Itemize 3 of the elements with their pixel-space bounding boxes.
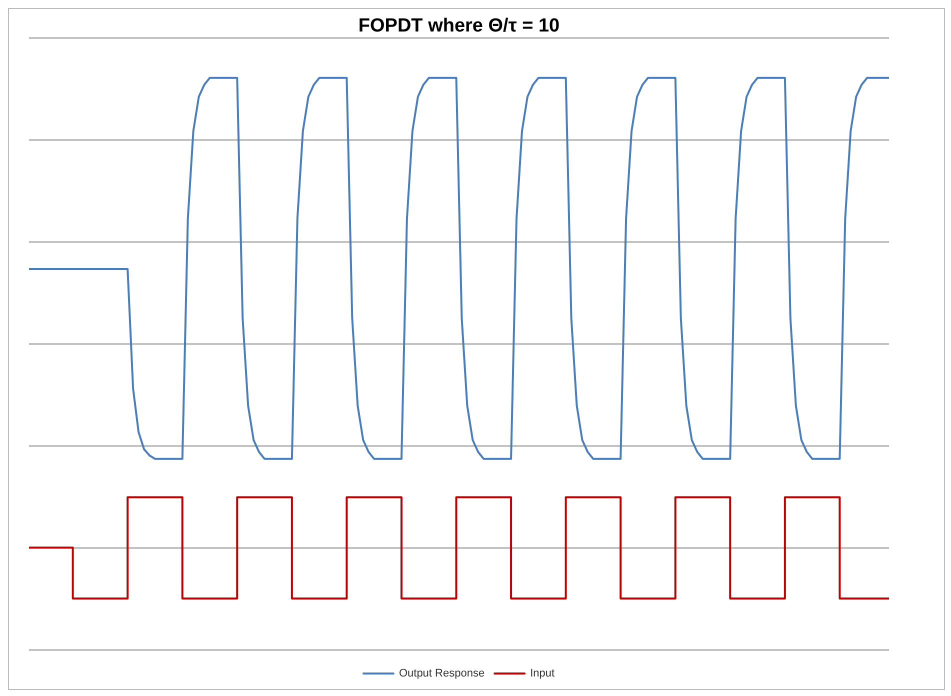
legend-label: Input (530, 668, 555, 680)
chart-title: FOPDT where Θ/τ = 10 (358, 16, 560, 37)
legend-label: Output Response (398, 668, 485, 680)
